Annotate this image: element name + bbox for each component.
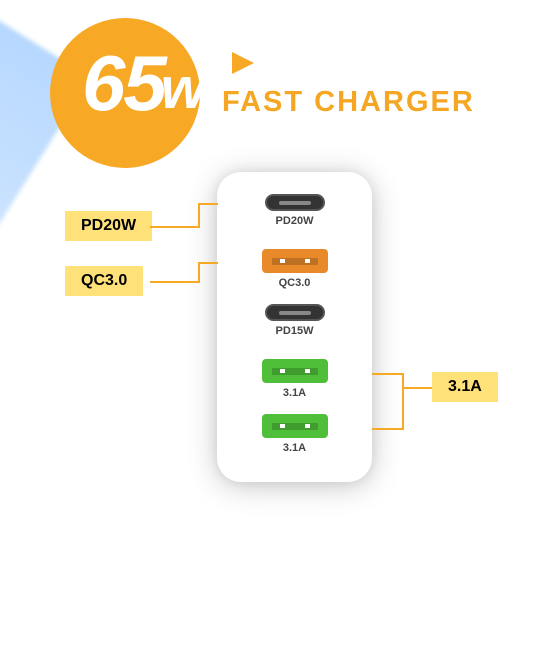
port-label: PD20W <box>276 215 314 227</box>
callout-badge-pd20w: PD20W <box>65 211 152 241</box>
product-infographic: { "colors": { "accent_orange": "#f7a825"… <box>0 0 550 550</box>
port-row: PD20W <box>217 194 372 249</box>
usb-a-port-icon <box>262 249 328 273</box>
port-label: 3.1A <box>283 387 306 399</box>
port-row: PD15W <box>217 304 372 359</box>
port-label: PD15W <box>276 325 314 337</box>
port-label: 3.1A <box>283 442 306 454</box>
usb-a-port-icon <box>262 359 328 383</box>
usb-c-port-icon <box>265 194 325 211</box>
wattage-number: 65 <box>82 44 165 122</box>
wattage-unit: w <box>161 55 204 122</box>
callout-label: QC3.0 <box>81 272 127 290</box>
callout-badge-qc30: QC3.0 <box>65 266 143 296</box>
callout-label: 3.1A <box>448 378 482 396</box>
usb-a-port-icon <box>262 414 328 438</box>
port-row: 3.1A <box>217 359 372 414</box>
product-title: FAST CHARGER <box>222 86 475 119</box>
port-row: 3.1A <box>217 414 372 469</box>
callout-badge-31a: 3.1A <box>432 372 498 402</box>
wattage-text: 65w <box>82 44 208 124</box>
callout-label: PD20W <box>81 217 136 235</box>
port-row: QC3.0 <box>217 249 372 304</box>
play-triangle-icon <box>232 52 254 74</box>
charger-body: PD20W QC3.0 PD15W 3.1A 3.1A <box>217 172 372 482</box>
usb-c-port-icon <box>265 304 325 321</box>
port-label: QC3.0 <box>279 277 311 289</box>
